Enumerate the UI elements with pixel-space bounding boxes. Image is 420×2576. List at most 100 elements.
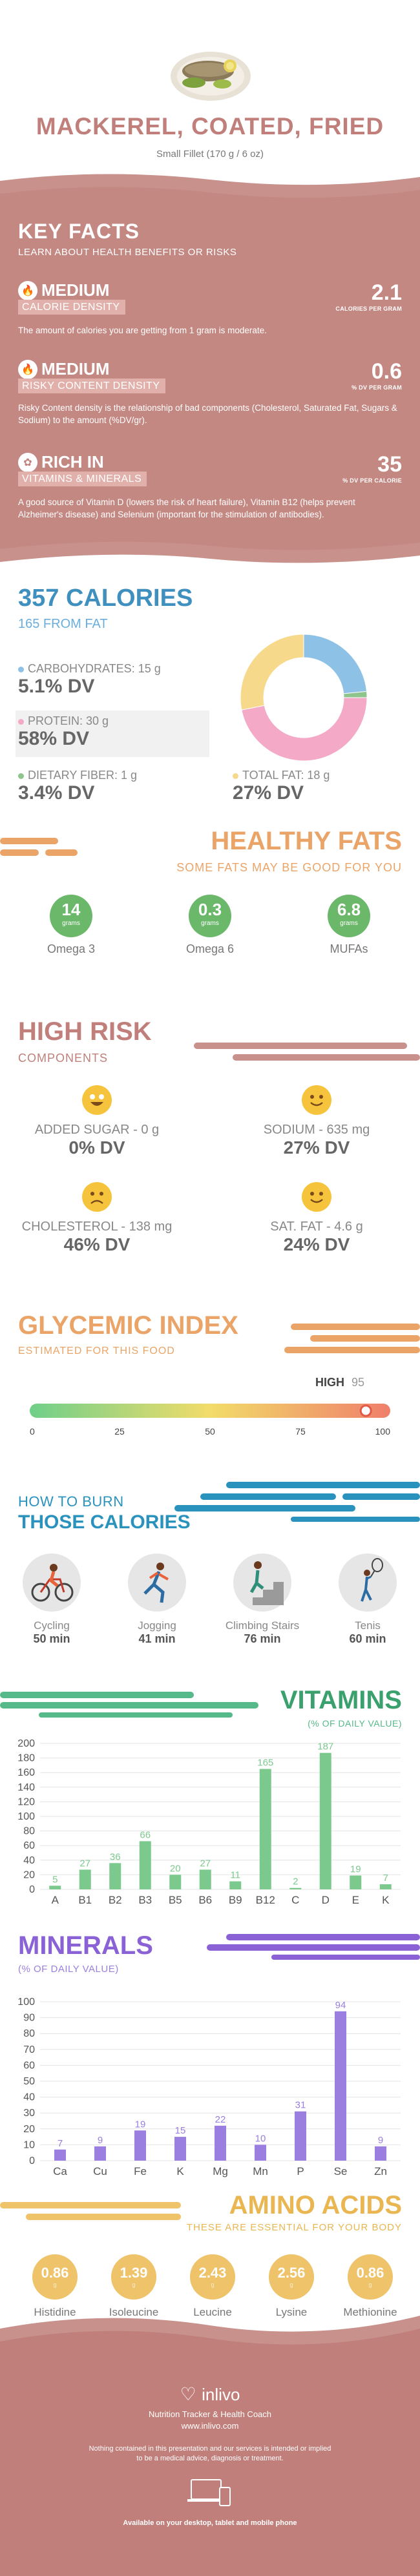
mineral-category-label: P [297, 2165, 304, 2177]
fact-tag: RISKY CONTENT DENSITY [18, 379, 165, 393]
amino-label: Isoleucine [109, 2306, 159, 2318]
footer-disclaimer-1: Nothing contained in this presentation a… [89, 2445, 331, 2453]
amino-item: 0.86 g Methionine [328, 2254, 412, 2319]
key-facts-subtitle: LEARN ABOUT HEALTH BENEFITS OR RISKS [18, 247, 237, 258]
footer-disclaimer-2: to be a medical advice, diagnosis or tre… [136, 2455, 284, 2462]
amino-badge: 0.86 g [348, 2254, 393, 2300]
mineral-value-label: 22 [215, 2114, 226, 2125]
amino-stripes [0, 2202, 181, 2220]
vitamin-value-label: 19 [350, 1864, 361, 1875]
mineral-ytick: 30 [23, 2108, 35, 2119]
risk-cholesterol: CHOLESTEROL - 138 mg 46% DV [13, 1182, 181, 1255]
cycling-icon [23, 1553, 81, 1612]
jogging-icon [128, 1553, 186, 1612]
high-risk-subtitle: COMPONENTS [18, 1052, 109, 1065]
fact-value: 2.1 [371, 280, 402, 305]
vitamin-bar [109, 1863, 121, 1889]
footer-tagline: Nutrition Tracker & Health Coach [148, 2409, 272, 2419]
glycemic-scale: 0 25 50 75 100 [30, 1404, 390, 1437]
vitamin-value-label: 165 [257, 1758, 273, 1769]
healthy-fats-title: HEALTHY FATS [211, 827, 402, 855]
amino-unit: g [132, 2281, 136, 2288]
amino-badge: 0.86 g [32, 2254, 78, 2300]
fat-item-mufas: 6.8 grams MUFAs [304, 895, 394, 956]
donut-slice-carbohydrates [303, 634, 368, 694]
vitamin-ytick: 100 [17, 1811, 35, 1822]
key-facts-background [0, 174, 420, 563]
risk-dv: 46% DV [63, 1234, 131, 1254]
fact-description: Risky Content density is the relationshi… [18, 403, 397, 425]
mineral-ytick: 40 [23, 2092, 35, 2103]
mineral-value-label: 19 [135, 2119, 146, 2130]
vitamin-category-label: K [382, 1894, 390, 1906]
amino-item: 0.86 g Histidine [13, 2254, 97, 2319]
vitamin-ytick: 180 [17, 1753, 35, 1764]
fact-tag: VITAMINS & MINERALS [18, 472, 147, 486]
vitamin-ytick: 20 [23, 1869, 35, 1880]
glycemic-marker [359, 1404, 372, 1417]
burn-title-1: HOW TO BURN [18, 1493, 124, 1510]
fiber-dv: 3.4% DV [18, 782, 95, 804]
vitamin-bar [139, 1841, 151, 1889]
amino-value: 0.86 [356, 2265, 384, 2281]
footer-url[interactable]: www.inlivo.com [181, 2421, 239, 2431]
risk-sodium: SODIUM - 635 mg 27% DV [233, 1085, 401, 1158]
fat-value: 14 [61, 900, 81, 919]
burn-item-stairs: Climbing Stairs 76 min [217, 1553, 308, 1646]
flame-icon: 🔥 [18, 359, 37, 379]
risk-label: SODIUM - 635 mg [263, 1123, 370, 1137]
high-risk-stripes [194, 1043, 420, 1061]
mineral-category-label: K [176, 2165, 184, 2177]
burn-item-jogging: Jogging 41 min [112, 1553, 202, 1646]
mineral-value-label: 94 [335, 2000, 346, 2011]
vitamin-value-label: 5 [52, 1874, 58, 1885]
vitamin-value-label: 66 [140, 1829, 151, 1840]
mineral-value-label: 31 [295, 2100, 306, 2111]
mineral-category-label: Zn [374, 2165, 387, 2177]
serving-size: Small Fillet (170 g / 6 oz) [156, 149, 264, 160]
amino-subtitle: THESE ARE ESSENTIAL FOR YOUR BODY [186, 2222, 402, 2233]
amino-badge: 2.43 g [190, 2254, 235, 2300]
key-facts-title: KEY FACTS [18, 220, 140, 243]
mineral-ytick: 80 [23, 2028, 35, 2039]
amino-label: Leucine [193, 2306, 232, 2318]
calories-from-fat: 165 FROM FAT [18, 617, 108, 631]
fact-level: RICH IN [41, 452, 104, 472]
vitamin-ytick: 120 [17, 1796, 35, 1807]
vitamin-category-label: B9 [229, 1894, 242, 1906]
mineral-value-label: 7 [58, 2138, 63, 2149]
risk-label: SAT. FAT - 4.6 g [270, 1220, 363, 1234]
vitamin-value-label: 27 [79, 1858, 90, 1869]
glycemic-value: 95 [352, 1376, 365, 1389]
footer-available: Available on your desktop, tablet and mo… [123, 2519, 297, 2527]
fact-vitamins-minerals: ✿ RICH IN VITAMINS & MINERALS [18, 452, 147, 486]
mineral-bar [375, 2146, 386, 2161]
fact-value: 35 [377, 452, 402, 477]
amino-value: 2.56 [277, 2265, 306, 2281]
amino-unit: g [289, 2281, 293, 2288]
vitamin-bar [259, 1769, 271, 1889]
mineral-ytick: 100 [17, 1997, 35, 2008]
vitamins-bar-chart: 0204060801001201401601802005A27B136B266B… [17, 1738, 401, 1906]
protein-dot [18, 718, 24, 725]
vitamin-category-label: B2 [109, 1894, 122, 1906]
vitamin-value-label: 7 [383, 1873, 388, 1884]
fact-unit: CALORIES PER GRAM [335, 306, 402, 312]
footer-background [0, 2316, 420, 2576]
minerals-title: MINERALS [18, 1931, 153, 1960]
fact-value: 0.6 [371, 359, 402, 384]
burn-label: Jogging [138, 1619, 176, 1632]
macro-fat: TOTAL FAT: 18 g 27% DV [233, 769, 330, 804]
macro-donut-chart [240, 634, 368, 762]
amino-item: 2.56 g Lysine [249, 2254, 333, 2319]
mineral-bar [54, 2149, 66, 2161]
burn-label: Tenis [355, 1619, 381, 1632]
fat-unit: grams [340, 920, 358, 927]
burn-item-tennis: Tenis 60 min [322, 1553, 413, 1646]
mineral-category-label: Ca [53, 2165, 67, 2177]
vitamins-stripes [0, 1692, 258, 1718]
fat-label: Omega 6 [185, 942, 235, 955]
mineral-ytick: 70 [23, 2044, 35, 2055]
fact-description: The amount of calories you are getting f… [18, 326, 267, 335]
amino-value: 1.39 [120, 2265, 148, 2281]
